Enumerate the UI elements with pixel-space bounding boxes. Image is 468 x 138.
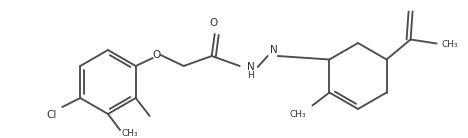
Text: O: O <box>210 18 218 28</box>
Text: H: H <box>247 71 254 80</box>
Text: CH₃: CH₃ <box>441 40 458 49</box>
Text: O: O <box>153 50 161 60</box>
Text: CH₃: CH₃ <box>122 129 139 138</box>
Text: CH₃: CH₃ <box>289 110 306 119</box>
Text: N: N <box>247 62 255 72</box>
Text: Cl: Cl <box>46 110 57 120</box>
Text: N: N <box>270 45 278 55</box>
